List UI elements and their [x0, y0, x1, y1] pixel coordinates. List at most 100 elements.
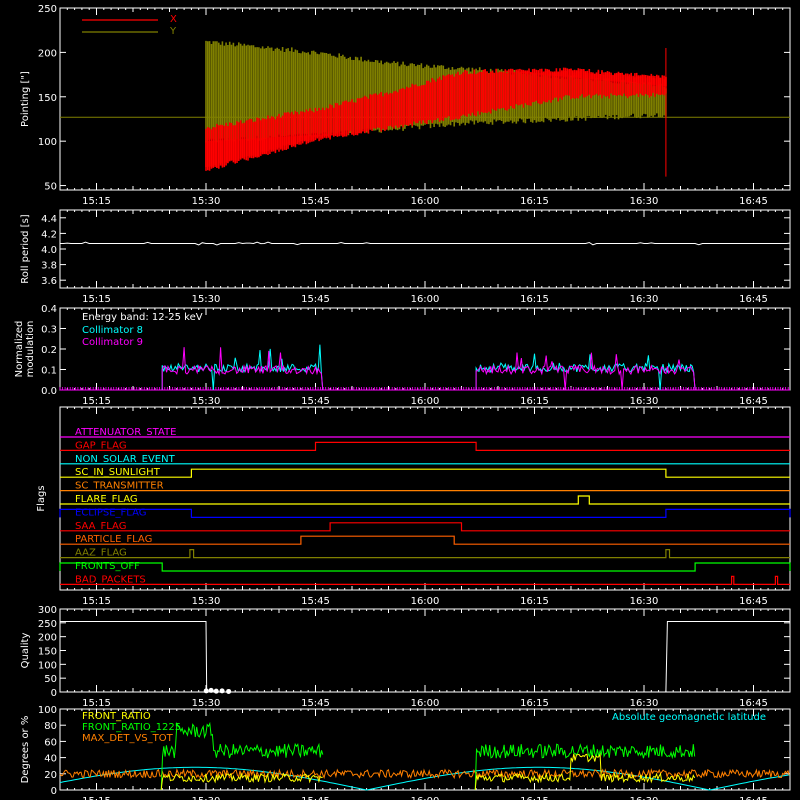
y-axis-label: Roll period [s] [20, 214, 31, 283]
flag-line [60, 441, 790, 451]
x-tick-label: 16:45 [739, 294, 768, 305]
x-tick-label: 16:45 [739, 196, 768, 207]
flag-label: SAA_FLAG [75, 521, 126, 532]
x-tick-label: 16:45 [739, 698, 768, 709]
y-tick-label: 80 [44, 721, 57, 732]
y-tick-label: 100 [38, 137, 57, 148]
ratio-series-front-ratio-1225 [161, 724, 789, 790]
ratio-panel: 15:15 15:30 15:45 16:00 16:15 16:30 16:45 0 20 40… [20, 705, 790, 800]
x-tick-label: 16:00 [411, 196, 440, 207]
y-tick-label: 3.6 [41, 276, 57, 287]
x-tick-label: 16:30 [630, 596, 659, 607]
y-axis-label: Degrees or % [20, 716, 31, 784]
y-axis-label: modulation [25, 321, 36, 378]
flag-label: GAP_FLAG [75, 440, 127, 451]
roll-period-panel: 15:15 15:30 15:45 16:00 16:15 16:30 16:453.63.… [20, 209, 791, 305]
flag-label: PARTICLE_FLAG [75, 534, 152, 545]
flag-row-fronts-off: FRONTS_OFF [59, 561, 791, 572]
y-tick-label: 50 [44, 674, 57, 685]
modulation-panel: 15:15 15:30 15:45 16:00 16:15 16:30 16:450.00.… [14, 304, 791, 407]
modulation-annotation: Energy band: 12-25 keV [82, 312, 203, 323]
modulation-series-9 [161, 347, 696, 391]
flag-row-bad-packets: BAD_PACKETS [60, 574, 790, 585]
x-tick-label: 15:30 [192, 698, 221, 709]
flag-line [60, 522, 790, 532]
legend-label-y: Y [169, 26, 177, 37]
ratio-y-axis: 0 20 40 60 80 100 Degrees or % [20, 705, 790, 797]
modulation-y-axis: 0.0 0.1 0.2 0.3 0.4 Normalized modulation [14, 304, 790, 397]
modulation-legend-8: Collimator 8 [82, 325, 143, 336]
y-tick-label: 150 [38, 647, 57, 658]
flag-label: ATTENUATOR_STATE [75, 427, 176, 438]
flag-row-saa-flag: SAA_FLAG [60, 521, 790, 532]
y-axis-label: Normalized [14, 321, 25, 378]
y-tick-label: 40 [44, 754, 57, 765]
y-tick-label: 250 [38, 619, 57, 630]
x-tick-label: 15:45 [301, 596, 330, 607]
x-tick-label: 16:00 [411, 294, 440, 305]
ratio-annotation: Absolute geomagnetic latitude [612, 712, 766, 723]
legend-label-x: X [170, 14, 177, 25]
x-tick-label: 15:30 [192, 796, 221, 800]
flag-line [60, 495, 790, 505]
y-tick-label: 60 [44, 737, 57, 748]
x-tick-label: 15:15 [82, 796, 111, 800]
x-tick-label: 15:15 [82, 596, 111, 607]
x-tick-label: 16:45 [739, 596, 768, 607]
y-tick-label: 0 [51, 786, 57, 797]
ratio-legend-front-ratio: FRONT_RATIO [82, 711, 151, 722]
modulation-legend: Energy band: 12-25 keV Collimator 8Collim… [82, 312, 203, 348]
x-tick-label: 16:15 [520, 596, 549, 607]
x-tick-label: 16:15 [520, 698, 549, 709]
x-tick-label: 15:15 [82, 698, 111, 709]
y-tick-label: 0.4 [41, 304, 57, 315]
x-tick-label: 16:45 [739, 396, 768, 407]
y-tick-label: 200 [38, 48, 57, 59]
y-tick-label: 0.1 [41, 366, 57, 377]
flag-label: ECLIPSE_FLAG [75, 507, 146, 518]
y-tick-label: 0.2 [41, 345, 57, 356]
flag-label: BAD_PACKETS [75, 574, 146, 585]
flag-row-sc-transmitter: SC_TRANSMITTER [60, 481, 790, 492]
flag-row-eclipse-flag: ECLIPSE_FLAG [59, 507, 791, 518]
x-tick-label: 16:00 [411, 698, 440, 709]
y-tick-label: 4.4 [41, 214, 57, 225]
y-tick-label: 0.3 [41, 325, 57, 336]
y-tick-label: 0 [51, 688, 57, 699]
x-tick-label: 16:15 [520, 396, 549, 407]
quality-blip [203, 688, 209, 694]
y-tick-label: 100 [38, 705, 57, 716]
x-tick-label: 16:30 [630, 698, 659, 709]
x-tick-label: 15:45 [301, 196, 330, 207]
pointing-series-x-wings [205, 68, 667, 171]
roll-period-panel-x-ticks: 15:15 15:30 15:45 16:00 16:15 16:30 16:45 [59, 210, 791, 305]
flags-panel: 15:15 15:30 15:45 16:00 16:15 16:30 16:45 Flags… [36, 406, 791, 607]
y-tick-label: 50 [44, 182, 57, 193]
flag-row-sc-in-sunlight: SC_IN_SUNLIGHT [60, 467, 790, 478]
flag-line [59, 562, 791, 572]
quality-blip [226, 688, 232, 694]
x-tick-label: 16:15 [520, 796, 549, 800]
flag-row-aaz-flag: AAZ_FLAG [60, 548, 790, 559]
modulation-baseline-ticks [59, 387, 789, 390]
quality-y-axis: 0 50 100 150 200 250 300 Quality [20, 605, 790, 699]
y-tick-label: 200 [38, 633, 57, 644]
x-tick-label: 15:30 [192, 596, 221, 607]
flag-label: FRONTS_OFF [75, 561, 140, 572]
quality-blip [219, 688, 225, 694]
flag-line [60, 535, 790, 545]
flag-line [60, 549, 790, 559]
flag-label: SC_TRANSMITTER [75, 481, 164, 492]
quality-line [60, 621, 790, 693]
pointing-legend: XY [82, 14, 177, 37]
flag-row-flare-flag: FLARE_FLAG [60, 494, 790, 505]
y-axis-label: Quality [20, 633, 31, 669]
x-tick-label: 16:15 [520, 294, 549, 305]
ratio-panel-x-ticks: 15:15 15:30 15:45 16:00 16:15 16:30 16:45 [59, 709, 791, 800]
x-tick-label: 16:15 [520, 196, 549, 207]
flag-label: SC_IN_SUNLIGHT [75, 467, 161, 478]
flag-row-gap-flag: GAP_FLAG [60, 440, 790, 451]
quality-panel: 15:15 15:30 15:45 16:00 16:15 16:30 16:45 0 50 10… [20, 605, 791, 709]
x-tick-label: 15:45 [301, 796, 330, 800]
